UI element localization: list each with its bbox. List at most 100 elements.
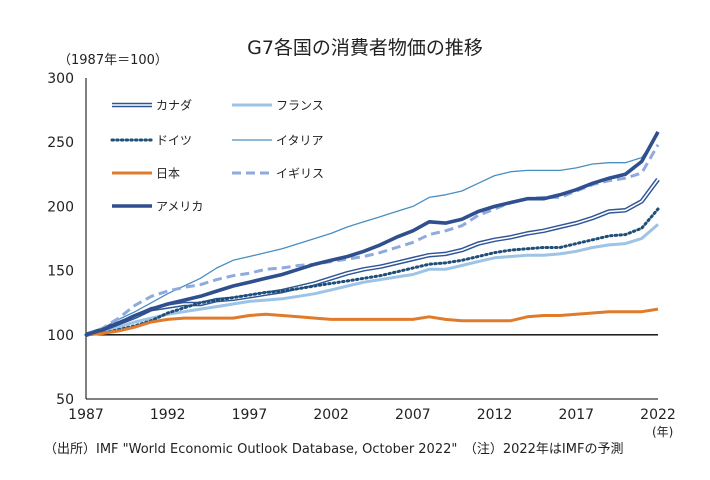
data-point — [133, 325, 137, 329]
data-point — [313, 236, 317, 240]
data-point — [574, 249, 578, 253]
series-3-line — [85, 134, 659, 336]
data-point — [362, 254, 366, 258]
data-point — [443, 221, 447, 225]
data-point — [525, 315, 529, 319]
data-point — [590, 216, 594, 220]
data-point — [590, 238, 594, 242]
data-point — [476, 319, 480, 323]
data-point — [280, 266, 284, 270]
legend-label: イギリス — [276, 167, 324, 181]
data-point — [247, 271, 251, 275]
data-point — [558, 313, 562, 317]
data-point — [509, 248, 513, 252]
data-point — [313, 262, 317, 266]
data-point — [313, 316, 317, 320]
data-point — [378, 250, 382, 254]
x-axis-unit: (年) — [652, 425, 673, 439]
data-point — [607, 161, 611, 165]
data-point — [541, 245, 545, 249]
data-point — [590, 311, 594, 315]
data-point — [525, 231, 529, 235]
data-point — [296, 315, 300, 319]
data-point — [329, 281, 333, 285]
data-point — [443, 193, 447, 197]
data-point — [247, 293, 251, 297]
data-point — [394, 261, 398, 265]
x-tick-label: 2012 — [477, 407, 513, 423]
data-point — [117, 321, 121, 325]
data-point — [215, 289, 219, 293]
data-point — [345, 271, 349, 275]
y-tick-label: 250 — [47, 135, 74, 151]
data-point — [198, 307, 202, 311]
data-point — [460, 248, 464, 252]
data-point — [133, 320, 137, 324]
data-point — [460, 217, 464, 221]
data-point — [411, 317, 415, 321]
data-point — [541, 197, 545, 201]
data-point — [378, 265, 382, 269]
data-point — [247, 280, 251, 284]
data-point — [492, 256, 496, 260]
data-point — [525, 168, 529, 172]
data-point — [362, 280, 366, 284]
data-point — [427, 315, 431, 319]
data-point — [443, 317, 447, 321]
data-point — [525, 253, 529, 257]
data-point — [362, 220, 366, 224]
data-point — [215, 298, 219, 302]
series-6 — [84, 131, 660, 337]
data-point — [198, 276, 202, 280]
data-point — [394, 317, 398, 321]
data-point — [460, 258, 464, 262]
data-point — [149, 307, 153, 311]
data-point — [460, 189, 464, 193]
data-point — [541, 313, 545, 317]
data-point — [198, 294, 202, 298]
data-point — [84, 333, 88, 337]
data-point — [198, 316, 202, 320]
data-point — [394, 275, 398, 279]
series-2-line — [84, 207, 660, 337]
series-1 — [85, 222, 660, 337]
series-0-line-inner — [85, 178, 659, 336]
data-point — [607, 243, 611, 247]
data-point — [280, 272, 284, 276]
data-point — [656, 143, 660, 147]
data-point — [247, 313, 251, 317]
data-point — [558, 245, 562, 249]
data-point — [231, 302, 235, 306]
data-point — [329, 231, 333, 235]
data-point — [427, 262, 431, 266]
y-tick-label: 200 — [47, 199, 74, 215]
legend-item: アメリカ — [112, 200, 203, 214]
legend-label: カナダ — [156, 98, 192, 113]
data-point — [133, 313, 137, 317]
data-point — [640, 310, 644, 314]
data-point — [525, 247, 529, 251]
data-point — [100, 328, 104, 332]
data-point — [231, 274, 235, 278]
data-point — [215, 316, 219, 320]
data-point — [411, 204, 415, 208]
data-point — [640, 159, 644, 163]
data-point — [345, 279, 349, 283]
data-point — [640, 226, 644, 230]
data-point — [476, 241, 480, 245]
data-point — [656, 222, 660, 226]
data-point — [264, 290, 268, 294]
data-point — [296, 267, 300, 271]
data-point — [378, 317, 382, 321]
source-note: （出所）IMF "World Economic Outlook Database… — [44, 442, 624, 457]
y-tick-label: 100 — [47, 328, 74, 344]
data-point — [198, 301, 202, 305]
legend-item: ドイツ — [110, 134, 192, 148]
legend-item: イギリス — [232, 167, 324, 181]
data-point — [640, 199, 644, 203]
data-point — [182, 285, 186, 289]
data-point — [590, 162, 594, 166]
data-point — [541, 168, 545, 172]
data-point — [574, 188, 578, 192]
data-point — [476, 259, 480, 263]
